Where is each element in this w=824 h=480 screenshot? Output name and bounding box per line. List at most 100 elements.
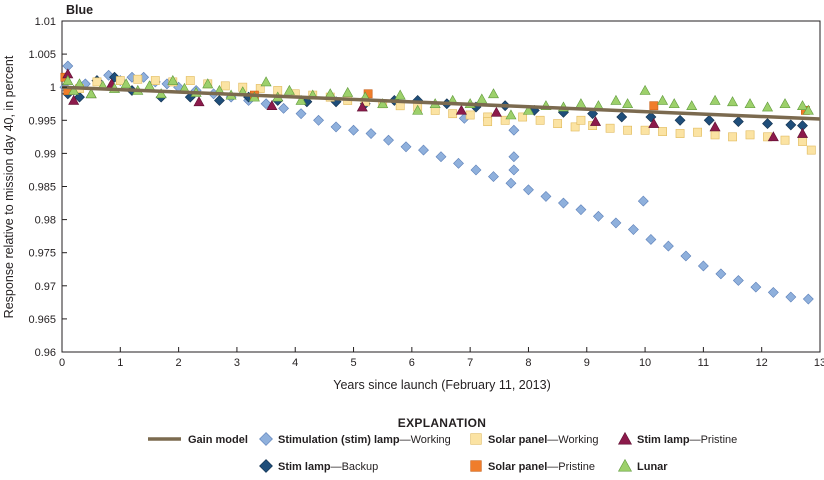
point-solar-working xyxy=(465,110,475,120)
legend-title: EXPLANATION xyxy=(398,416,486,430)
point-solar-working xyxy=(500,115,510,125)
x-tick-label: 0 xyxy=(59,357,65,369)
point-solar-working xyxy=(483,117,493,127)
legend-swatch xyxy=(617,458,633,472)
point-stim-backup xyxy=(674,114,686,126)
point-lunar xyxy=(167,74,179,85)
point-stim-working xyxy=(470,164,482,176)
point-solar-working xyxy=(255,84,265,93)
y-tick-label: 1 xyxy=(50,82,56,94)
point-lunar xyxy=(727,96,739,107)
y-tick-label: 0.985 xyxy=(28,182,56,194)
point-lunar xyxy=(575,98,587,109)
y-tick-label: 0.975 xyxy=(28,248,56,260)
legend-label: Stim lamp—Backup xyxy=(278,461,378,473)
point-lunar xyxy=(668,98,680,109)
x-tick-label: 11 xyxy=(698,357,709,369)
y-tick-label: 0.995 xyxy=(28,115,56,127)
y-axis-label: Response relative to mission day 40, in … xyxy=(2,55,16,318)
y-tick-label: 0.97 xyxy=(35,281,56,293)
x-tick-label: 2 xyxy=(176,357,182,369)
point-lunar xyxy=(394,89,406,100)
point-solar-working xyxy=(675,129,685,138)
series-stim-working xyxy=(59,60,814,305)
point-stim-working xyxy=(767,286,779,298)
point-solar-working xyxy=(535,115,545,125)
point-solar-working xyxy=(693,127,702,137)
legend-item-solar-pristine: Solar panel—Pristine xyxy=(470,460,595,473)
y-axis: 0.96 0.965 0.97 0.975 0.98 0.985 0.99 0.995 1 1.0… xyxy=(28,16,67,359)
x-axis: 0 1 2 3 4 5 6 7 8 9 10 11 12 13 xyxy=(59,347,824,369)
point-lunar xyxy=(155,88,167,99)
point-stim-working xyxy=(575,204,587,216)
point-lunar xyxy=(295,94,307,105)
plot-frame xyxy=(61,20,821,353)
x-tick-label: 1 xyxy=(117,357,123,369)
y-tick-label: 0.99 xyxy=(35,148,56,160)
legend-item-lunar: Lunar xyxy=(617,458,668,473)
point-lunar xyxy=(476,93,488,104)
point-stim-working xyxy=(627,224,639,235)
point-stim-working xyxy=(750,281,762,293)
y-tick-label: 0.965 xyxy=(28,314,56,326)
point-stim-backup xyxy=(785,119,797,131)
point-lunar xyxy=(779,98,791,109)
point-stim-working xyxy=(785,291,797,303)
legend-item-stim-working: Stimulation (stim) lamp—Working xyxy=(259,432,451,446)
x-tick-label: 3 xyxy=(234,357,240,369)
point-lunar xyxy=(610,94,622,105)
legend-swatch xyxy=(470,460,482,472)
point-lunar xyxy=(622,98,634,109)
y-tick-label: 1.005 xyxy=(28,49,56,61)
legend-label: Stimulation (stim) lamp—Working xyxy=(278,434,451,446)
point-solar-working xyxy=(798,137,807,146)
point-lunar xyxy=(657,94,669,105)
point-solar-working xyxy=(728,132,737,142)
point-stim-working xyxy=(732,275,744,286)
legend-label: Gain model xyxy=(188,434,248,446)
point-stim-pristine xyxy=(709,121,721,132)
point-solar-working xyxy=(150,76,160,85)
legend-label: Lunar xyxy=(637,461,668,473)
point-lunar xyxy=(639,84,651,95)
point-solar-pristine xyxy=(649,101,659,111)
point-solar-working xyxy=(115,76,125,85)
point-stim-pristine xyxy=(455,104,467,115)
x-tick-label: 5 xyxy=(350,357,356,369)
point-stim-working xyxy=(435,151,447,163)
point-stim-pristine xyxy=(767,131,779,142)
point-solar-working xyxy=(185,76,195,85)
point-lunar xyxy=(68,84,80,95)
point-stim-pristine xyxy=(193,96,205,107)
y-tick-label: 0.98 xyxy=(35,215,56,227)
x-axis-label: Years since launch (February 11, 2013) xyxy=(333,378,551,392)
x-tick-label: 4 xyxy=(292,357,298,369)
y-tick-label: 1.01 xyxy=(35,16,56,28)
chart-title: Blue xyxy=(66,3,93,17)
point-stim-pristine xyxy=(590,116,602,126)
point-solar-working xyxy=(806,145,816,155)
point-stim-working xyxy=(295,108,307,120)
point-solar-working xyxy=(133,74,143,84)
legend-item-solar-working: Solar panel—Working xyxy=(470,433,598,446)
point-stim-working xyxy=(365,128,377,139)
point-stim-pristine xyxy=(648,117,660,128)
y-tick-label: 0.96 xyxy=(35,347,56,359)
point-stim-working xyxy=(508,124,520,136)
point-stim-working xyxy=(662,240,674,252)
point-lunar xyxy=(85,88,97,99)
point-lunar xyxy=(686,100,698,111)
legend-item-stim-backup: Stim lamp—Backup xyxy=(259,459,378,473)
x-tick-label: 9 xyxy=(584,357,590,369)
point-stim-working xyxy=(637,195,649,207)
point-solar-working xyxy=(553,119,563,129)
point-stim-working xyxy=(278,102,289,114)
point-solar-working xyxy=(220,81,230,91)
legend: Gain model Stimulation (stim) lamp—Workin… xyxy=(148,431,737,473)
point-lunar xyxy=(412,104,424,115)
x-tick-label: 12 xyxy=(756,357,768,369)
point-solar-working xyxy=(605,123,615,133)
legend-label: Stim lamp—Pristine xyxy=(637,434,737,446)
point-stim-working xyxy=(715,268,727,280)
